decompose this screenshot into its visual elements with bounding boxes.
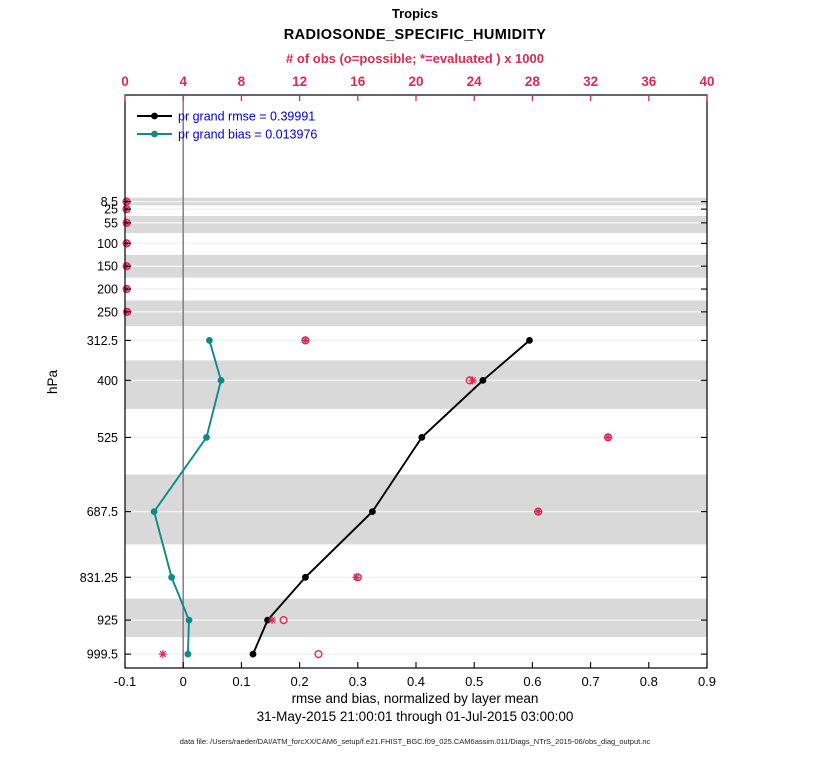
bottom-tick-label: 0.8: [640, 674, 658, 689]
evaluated-obs-marker: [158, 650, 167, 659]
bias-point: [168, 573, 176, 581]
evaluated-obs-marker: [301, 336, 310, 345]
bottom-tick-label: 0.2: [291, 674, 309, 689]
top-tick-label: 32: [583, 74, 598, 89]
evaluated-obs-marker: [468, 376, 477, 385]
bottom-tick-label: 0.3: [349, 674, 367, 689]
bottom-tick-label: -0.1: [114, 674, 136, 689]
rmse-point: [479, 377, 487, 384]
top-tick-label: 40: [699, 74, 714, 89]
date-range-label: 31-May-2015 21:00:01 through 01-Jul-2015…: [256, 709, 574, 724]
shaded-layer: [125, 360, 707, 409]
rmse-series: [249, 337, 533, 658]
top-tick-label: 0: [121, 74, 129, 89]
legend: pr grand rmse = 0.39991 pr grand bias = 0…: [137, 110, 317, 142]
left-tick-label: 8.5: [101, 195, 118, 209]
bottom-tick-label: 0.9: [698, 674, 716, 689]
left-tick-label: 200: [97, 283, 118, 297]
rmse-point: [302, 573, 309, 581]
top-tick-label: 16: [350, 74, 366, 89]
possible-obs-marker: [279, 615, 288, 625]
evaluated-obs-marker: [534, 507, 543, 516]
left-tick-label: 831.25: [80, 571, 118, 585]
left-tick-label: 25: [104, 203, 118, 217]
left-tick-label: 999.5: [87, 648, 118, 662]
left-tick-label: 250: [97, 305, 118, 319]
bottom-axis-label: rmse and bias, normalized by layer mean: [291, 691, 539, 706]
top-tick-label: 8: [238, 74, 246, 89]
rmse-point: [369, 508, 376, 515]
bias-point: [217, 377, 225, 384]
bottom-axis-ticks: -0.1 0 0.1 0.2 0.3 0.4 0.5 0.6 0.7 0.8 0.9: [114, 662, 716, 689]
possible-obs-marker: [314, 649, 323, 659]
evaluated-obs-marker: [268, 616, 276, 625]
bottom-tick-label: 0.1: [232, 674, 250, 689]
data-file-path: data file: /Users/raeder/DAI/ATM_forcXX/…: [179, 737, 651, 746]
shaded-layer: [125, 300, 707, 327]
legend-marker: [151, 130, 158, 138]
top-axis-ticks: 0 4 8 12 16 20 24 28 32 36 40: [121, 74, 715, 101]
left-tick-label: 525: [97, 431, 118, 445]
top-tick-label: 24: [467, 74, 483, 89]
variable-title: RADIOSONDE_SPECIFIC_HUMIDITY: [283, 27, 547, 43]
legend-marker: [151, 112, 158, 120]
bias-point: [185, 616, 193, 624]
left-tick-label: 150: [97, 260, 118, 274]
left-tick-label: 687.5: [87, 505, 118, 519]
bottom-tick-label: 0: [180, 674, 187, 689]
shaded-layer: [125, 474, 707, 545]
bottom-tick-label: 0.4: [407, 674, 425, 689]
obs-axis-label: # of obs (o=possible; *=evaluated ) x 10…: [286, 51, 544, 66]
rmse-point: [418, 434, 426, 441]
left-tick-label: 925: [97, 614, 118, 628]
shaded-layer: [125, 598, 707, 638]
bias-point: [184, 650, 192, 658]
left-tick-label: 55: [104, 216, 118, 230]
region-title: Tropics: [391, 6, 439, 21]
top-tick-label: 20: [408, 74, 423, 89]
evaluated-obs-marker: [352, 573, 361, 582]
rmse-point: [264, 616, 271, 624]
left-tick-label: 400: [97, 374, 118, 388]
bias-point: [203, 434, 210, 441]
bias-series: [150, 337, 225, 658]
y-axis-label: hPa: [45, 370, 60, 395]
top-tick-label: 4: [179, 74, 187, 89]
left-tick-label: 100: [97, 237, 118, 251]
bias-point: [206, 337, 213, 344]
bottom-tick-label: 0.5: [465, 674, 483, 689]
bottom-tick-label: 0.6: [523, 674, 541, 689]
top-tick-label: 36: [641, 74, 657, 89]
top-tick-label: 28: [525, 74, 541, 89]
left-tick-label: 312.5: [87, 334, 118, 348]
bottom-tick-label: 0.7: [582, 674, 600, 689]
legend-label: pr grand bias = 0.013976: [178, 128, 317, 142]
shaded-layer: [125, 216, 707, 234]
evaluated-obs-marker: [604, 433, 613, 442]
top-tick-label: 12: [292, 74, 307, 89]
rmse-point: [249, 650, 257, 658]
bias-point: [150, 508, 158, 515]
legend-label: pr grand rmse = 0.39991: [178, 110, 315, 124]
rmse-point: [526, 337, 533, 344]
